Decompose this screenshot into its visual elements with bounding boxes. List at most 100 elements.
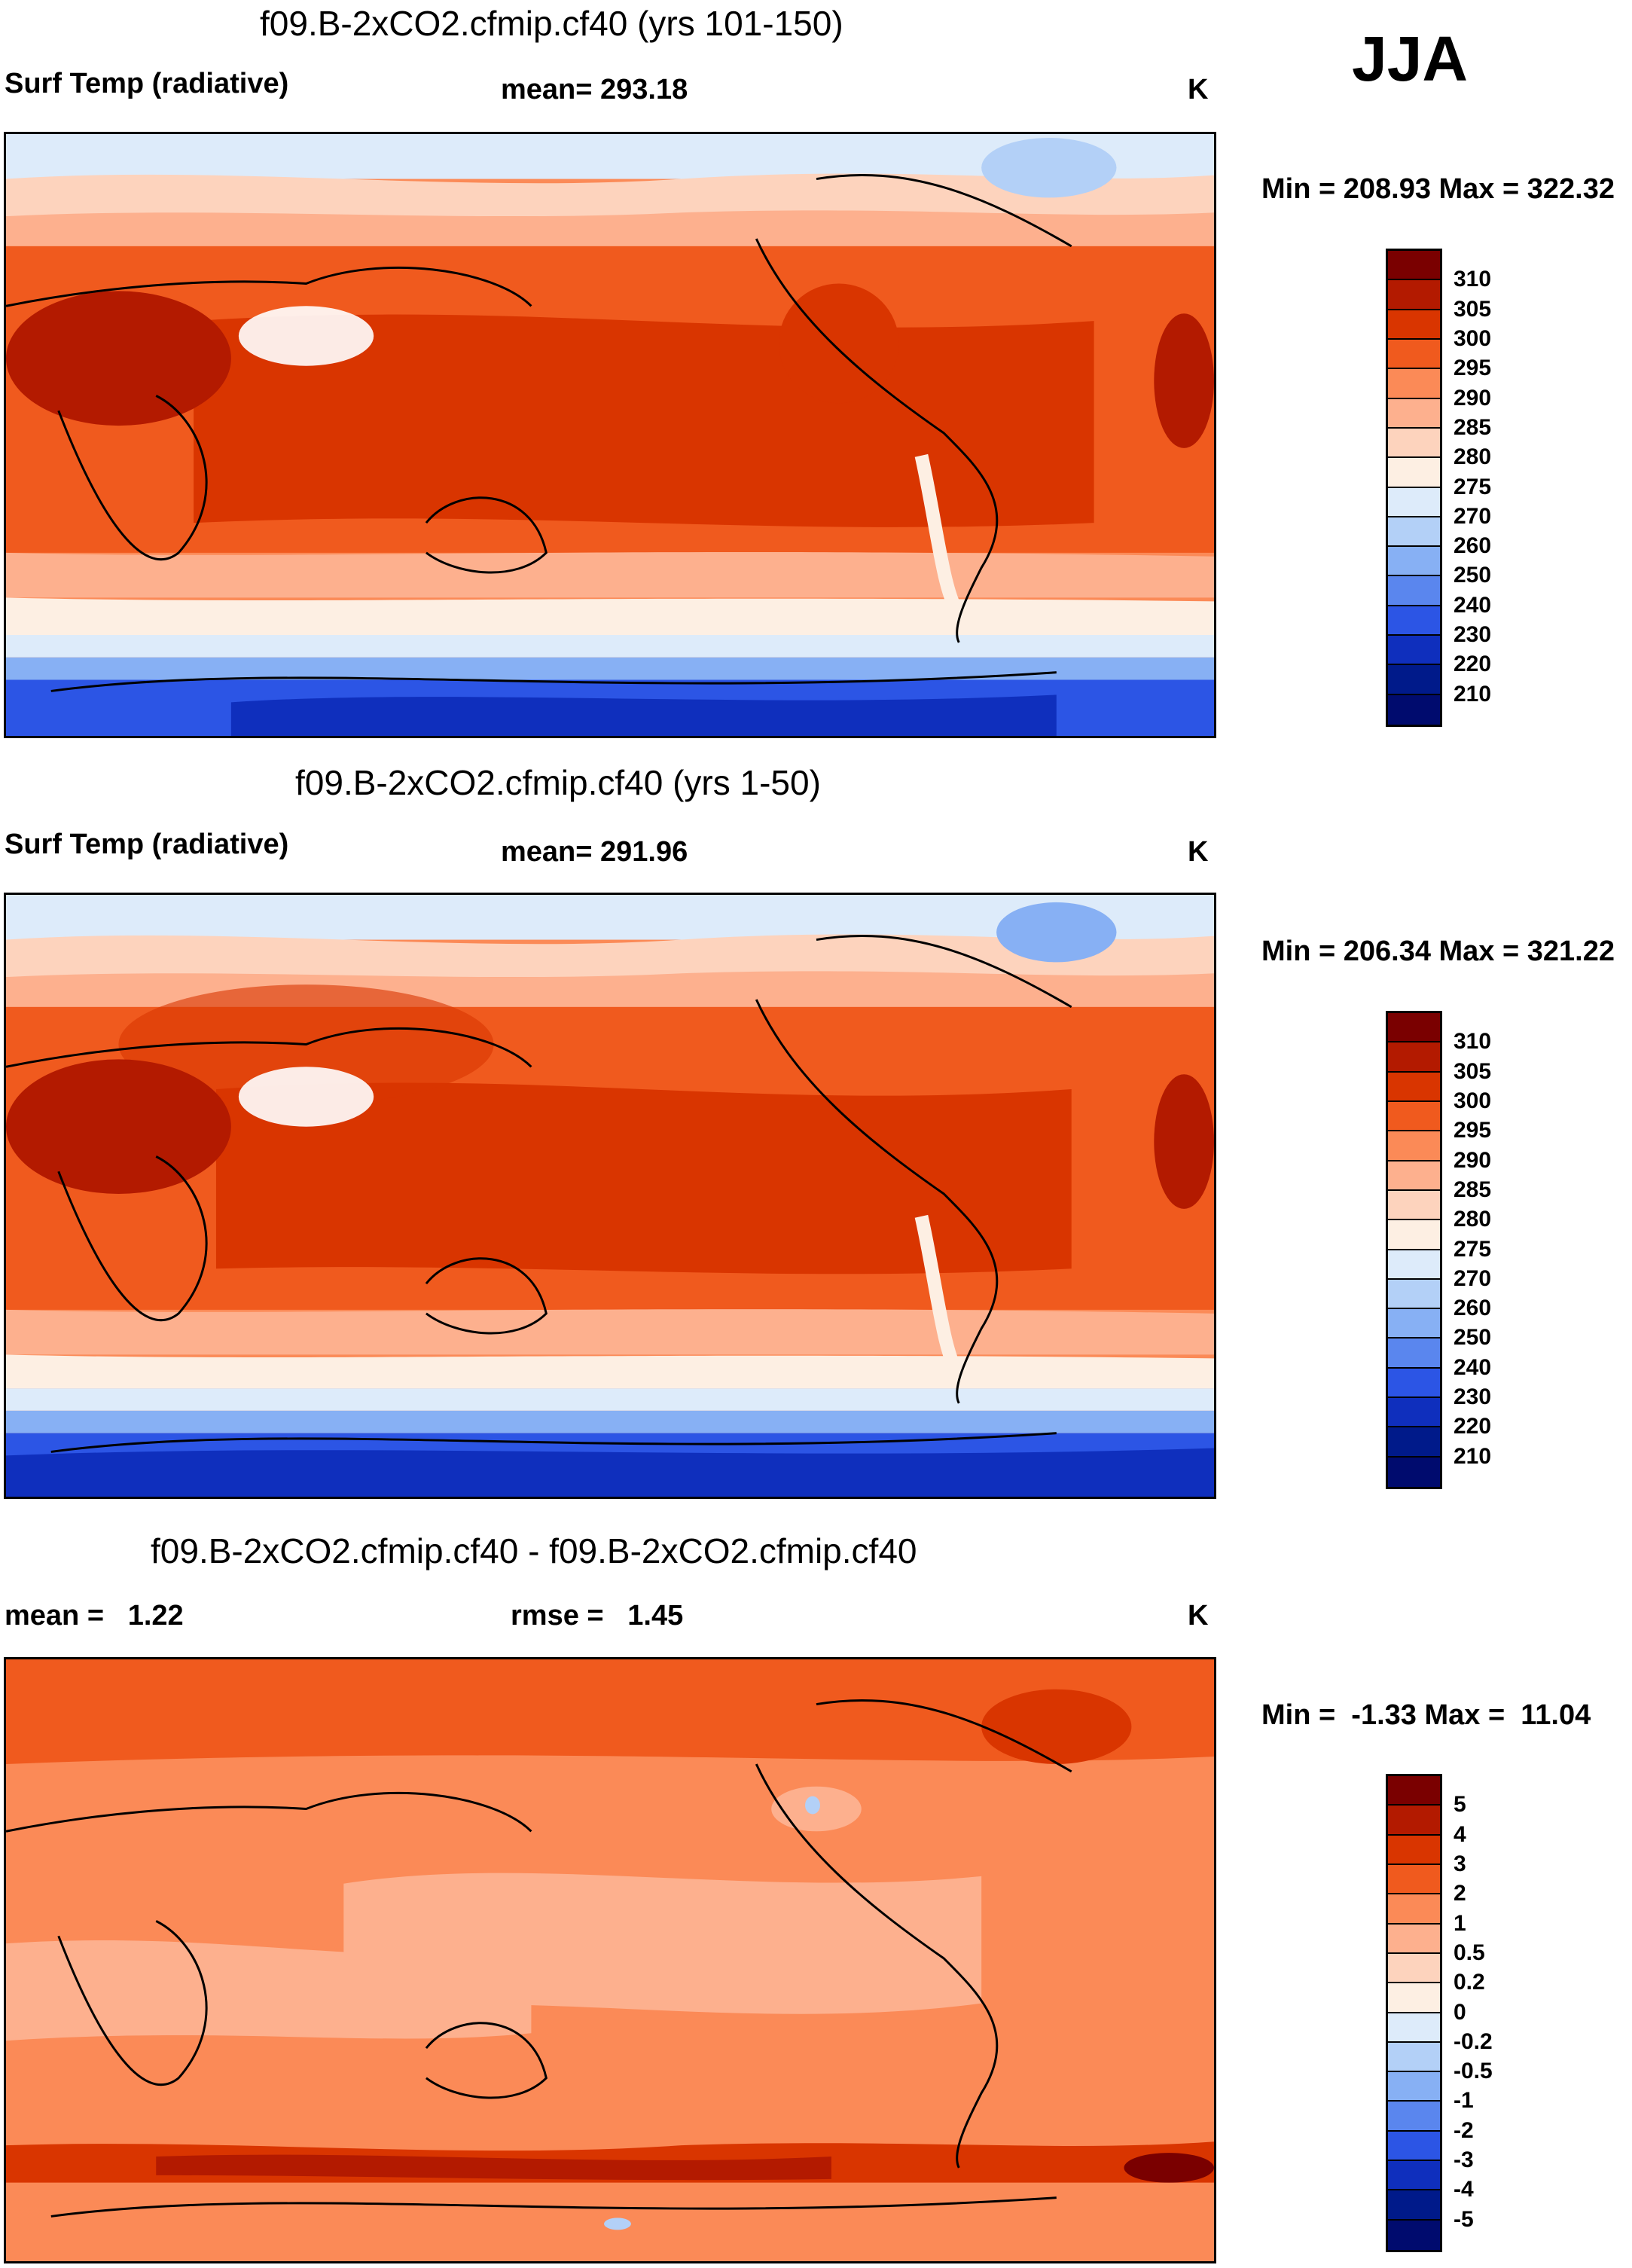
colorbar-tick-label: 4: [1454, 1821, 1466, 1847]
colorbar-swatch: [1388, 280, 1440, 310]
panel3-rmse: rmse = 1.45: [511, 1600, 684, 1632]
colorbar-swatch: [1388, 1131, 1440, 1161]
colorbar-swatch: [1388, 1835, 1440, 1865]
colorbar-swatch: [1388, 694, 1440, 725]
colorbar-swatch: [1388, 1339, 1440, 1369]
colorbar-tick-label: 210: [1454, 681, 1492, 707]
colorbar-swatch: [1388, 1953, 1440, 1984]
colorbar-swatch: [1388, 398, 1440, 429]
colorbar-tick-label: 275: [1454, 474, 1492, 499]
colorbar-tick-label: 305: [1454, 1058, 1492, 1084]
colorbar-tick-label: 240: [1454, 592, 1492, 618]
colorbar-swatch: [1388, 2131, 1440, 2162]
colorbar-tick-label: 230: [1454, 622, 1492, 648]
colorbar-tick-label: 220: [1454, 652, 1492, 677]
panel2-colorbar-swatches: [1388, 1013, 1440, 1487]
colorbar-tick-label: -1: [1454, 2088, 1474, 2114]
colorbar-swatch: [1388, 2190, 1440, 2221]
colorbar-tick-label: -0.5: [1454, 2059, 1493, 2084]
colorbar-tick-label: 290: [1454, 385, 1492, 411]
colorbar-swatch: [1388, 517, 1440, 548]
colorbar-swatch: [1388, 2102, 1440, 2132]
panel3-minmax: Min = -1.33 Max = 11.04: [1261, 1699, 1591, 1731]
colorbar-tick-label: 0.5: [1454, 1940, 1485, 1965]
colorbar-tick-label: 240: [1454, 1354, 1492, 1380]
panel3-colorbar-ticks: 5 4 3 2 1 0.5 0.2 0 -0.2 -0.5 -1 -2 -3 -4 -5: [1454, 1774, 1529, 2252]
colorbar-tick-label: 290: [1454, 1147, 1492, 1173]
colorbar-tick-label: 260: [1454, 533, 1492, 559]
colorbar-swatch: [1388, 1220, 1440, 1250]
colorbar-swatch: [1388, 339, 1440, 370]
panel2-colorbar: [1386, 1011, 1442, 1489]
panel3-units: K: [1188, 1600, 1209, 1632]
colorbar-tick-label: 2: [1454, 1881, 1466, 1906]
colorbar-swatch: [1388, 310, 1440, 340]
colorbar-swatch: [1388, 1983, 1440, 2013]
panel2-variable: Surf Temp (radiative): [5, 829, 289, 860]
colorbar-tick-label: 310: [1454, 267, 1492, 292]
panel1-colorbar-ticks: 310 305 300 295 290 285 280 275 270 260 250 240 230 2…: [1454, 249, 1529, 727]
colorbar-swatch: [1388, 428, 1440, 459]
colorbar-tick-label: 310: [1454, 1029, 1492, 1055]
panel2-colorbar-ticks: 310 305 300 295 290 285 280 275 270 260 250 240 230 2…: [1454, 1011, 1529, 1489]
panel3-map: [4, 1657, 1216, 2263]
colorbar-tick-label: 300: [1454, 325, 1492, 351]
colorbar-swatch: [1388, 1161, 1440, 1191]
colorbar-tick-label: 280: [1454, 444, 1492, 470]
colorbar-tick-label: 210: [1454, 1443, 1492, 1469]
panel1-variable: Surf Temp (radiative): [5, 68, 289, 99]
colorbar-tick-label: 305: [1454, 296, 1492, 322]
panel1-map-svg: [6, 134, 1214, 736]
colorbar-swatch: [1388, 1894, 1440, 1925]
colorbar-swatch: [1388, 1924, 1440, 1954]
colorbar-swatch: [1388, 1279, 1440, 1310]
colorbar-tick-label: 295: [1454, 1118, 1492, 1143]
panel3-colorbar: [1386, 1774, 1442, 2252]
colorbar-tick-label: -3: [1454, 2147, 1474, 2173]
colorbar-swatch: [1388, 1042, 1440, 1073]
panel3-colorbar-swatches: [1388, 1776, 1440, 2250]
colorbar-swatch: [1388, 487, 1440, 517]
colorbar-swatch: [1388, 1072, 1440, 1102]
panel2-title: f09.B-2xCO2.cfmip.cf40 (yrs 1-50): [295, 763, 821, 802]
colorbar-swatch: [1388, 1864, 1440, 1895]
colorbar-tick-label: -4: [1454, 2177, 1474, 2202]
colorbar-swatch: [1388, 1368, 1440, 1399]
colorbar-swatch: [1388, 547, 1440, 577]
colorbar-tick-label: 295: [1454, 356, 1492, 381]
colorbar-swatch: [1388, 1806, 1440, 1836]
colorbar-tick-label: 230: [1454, 1384, 1492, 1410]
panel1-title: f09.B-2xCO2.cfmip.cf40 (yrs 101-150): [260, 4, 843, 43]
colorbar-swatch: [1388, 251, 1440, 281]
panel1-minmax: Min = 208.93 Max = 322.32: [1261, 173, 1615, 205]
colorbar-tick-label: 250: [1454, 563, 1492, 588]
colorbar-tick-label: 3: [1454, 1851, 1466, 1876]
colorbar-swatch: [1388, 1013, 1440, 1043]
panel3-mean: mean = 1.22: [5, 1600, 184, 1632]
colorbar-tick-label: 300: [1454, 1088, 1492, 1113]
panel2-mean: mean= 291.96: [501, 836, 688, 868]
colorbar-tick-label: 0: [1454, 1999, 1466, 2025]
panel1-mean: mean= 293.18: [501, 74, 688, 105]
colorbar-tick-label: 275: [1454, 1236, 1492, 1262]
colorbar-swatch: [1388, 2072, 1440, 2102]
colorbar-swatch: [1388, 1250, 1440, 1280]
colorbar-swatch: [1388, 1427, 1440, 1458]
colorbar-tick-label: -0.2: [1454, 2028, 1493, 2054]
panel2-minmax: Min = 206.34 Max = 321.22: [1261, 936, 1615, 967]
colorbar-swatch: [1388, 1190, 1440, 1221]
colorbar-swatch: [1388, 2042, 1440, 2073]
season-label: JJA: [1352, 23, 1469, 94]
colorbar-tick-label: 5: [1454, 1792, 1466, 1818]
colorbar-swatch: [1388, 636, 1440, 666]
colorbar-swatch: [1388, 2013, 1440, 2043]
colorbar-tick-label: 1: [1454, 1910, 1466, 1936]
colorbar-tick-label: 270: [1454, 1265, 1492, 1291]
colorbar-swatch: [1388, 1398, 1440, 1428]
colorbar-tick-label: 0.2: [1454, 1970, 1485, 1995]
colorbar-swatch: [1388, 576, 1440, 606]
colorbar-tick-label: -5: [1454, 2206, 1474, 2232]
colorbar-swatch: [1388, 1457, 1440, 1487]
colorbar-swatch: [1388, 665, 1440, 695]
panel2-units: K: [1188, 836, 1209, 868]
